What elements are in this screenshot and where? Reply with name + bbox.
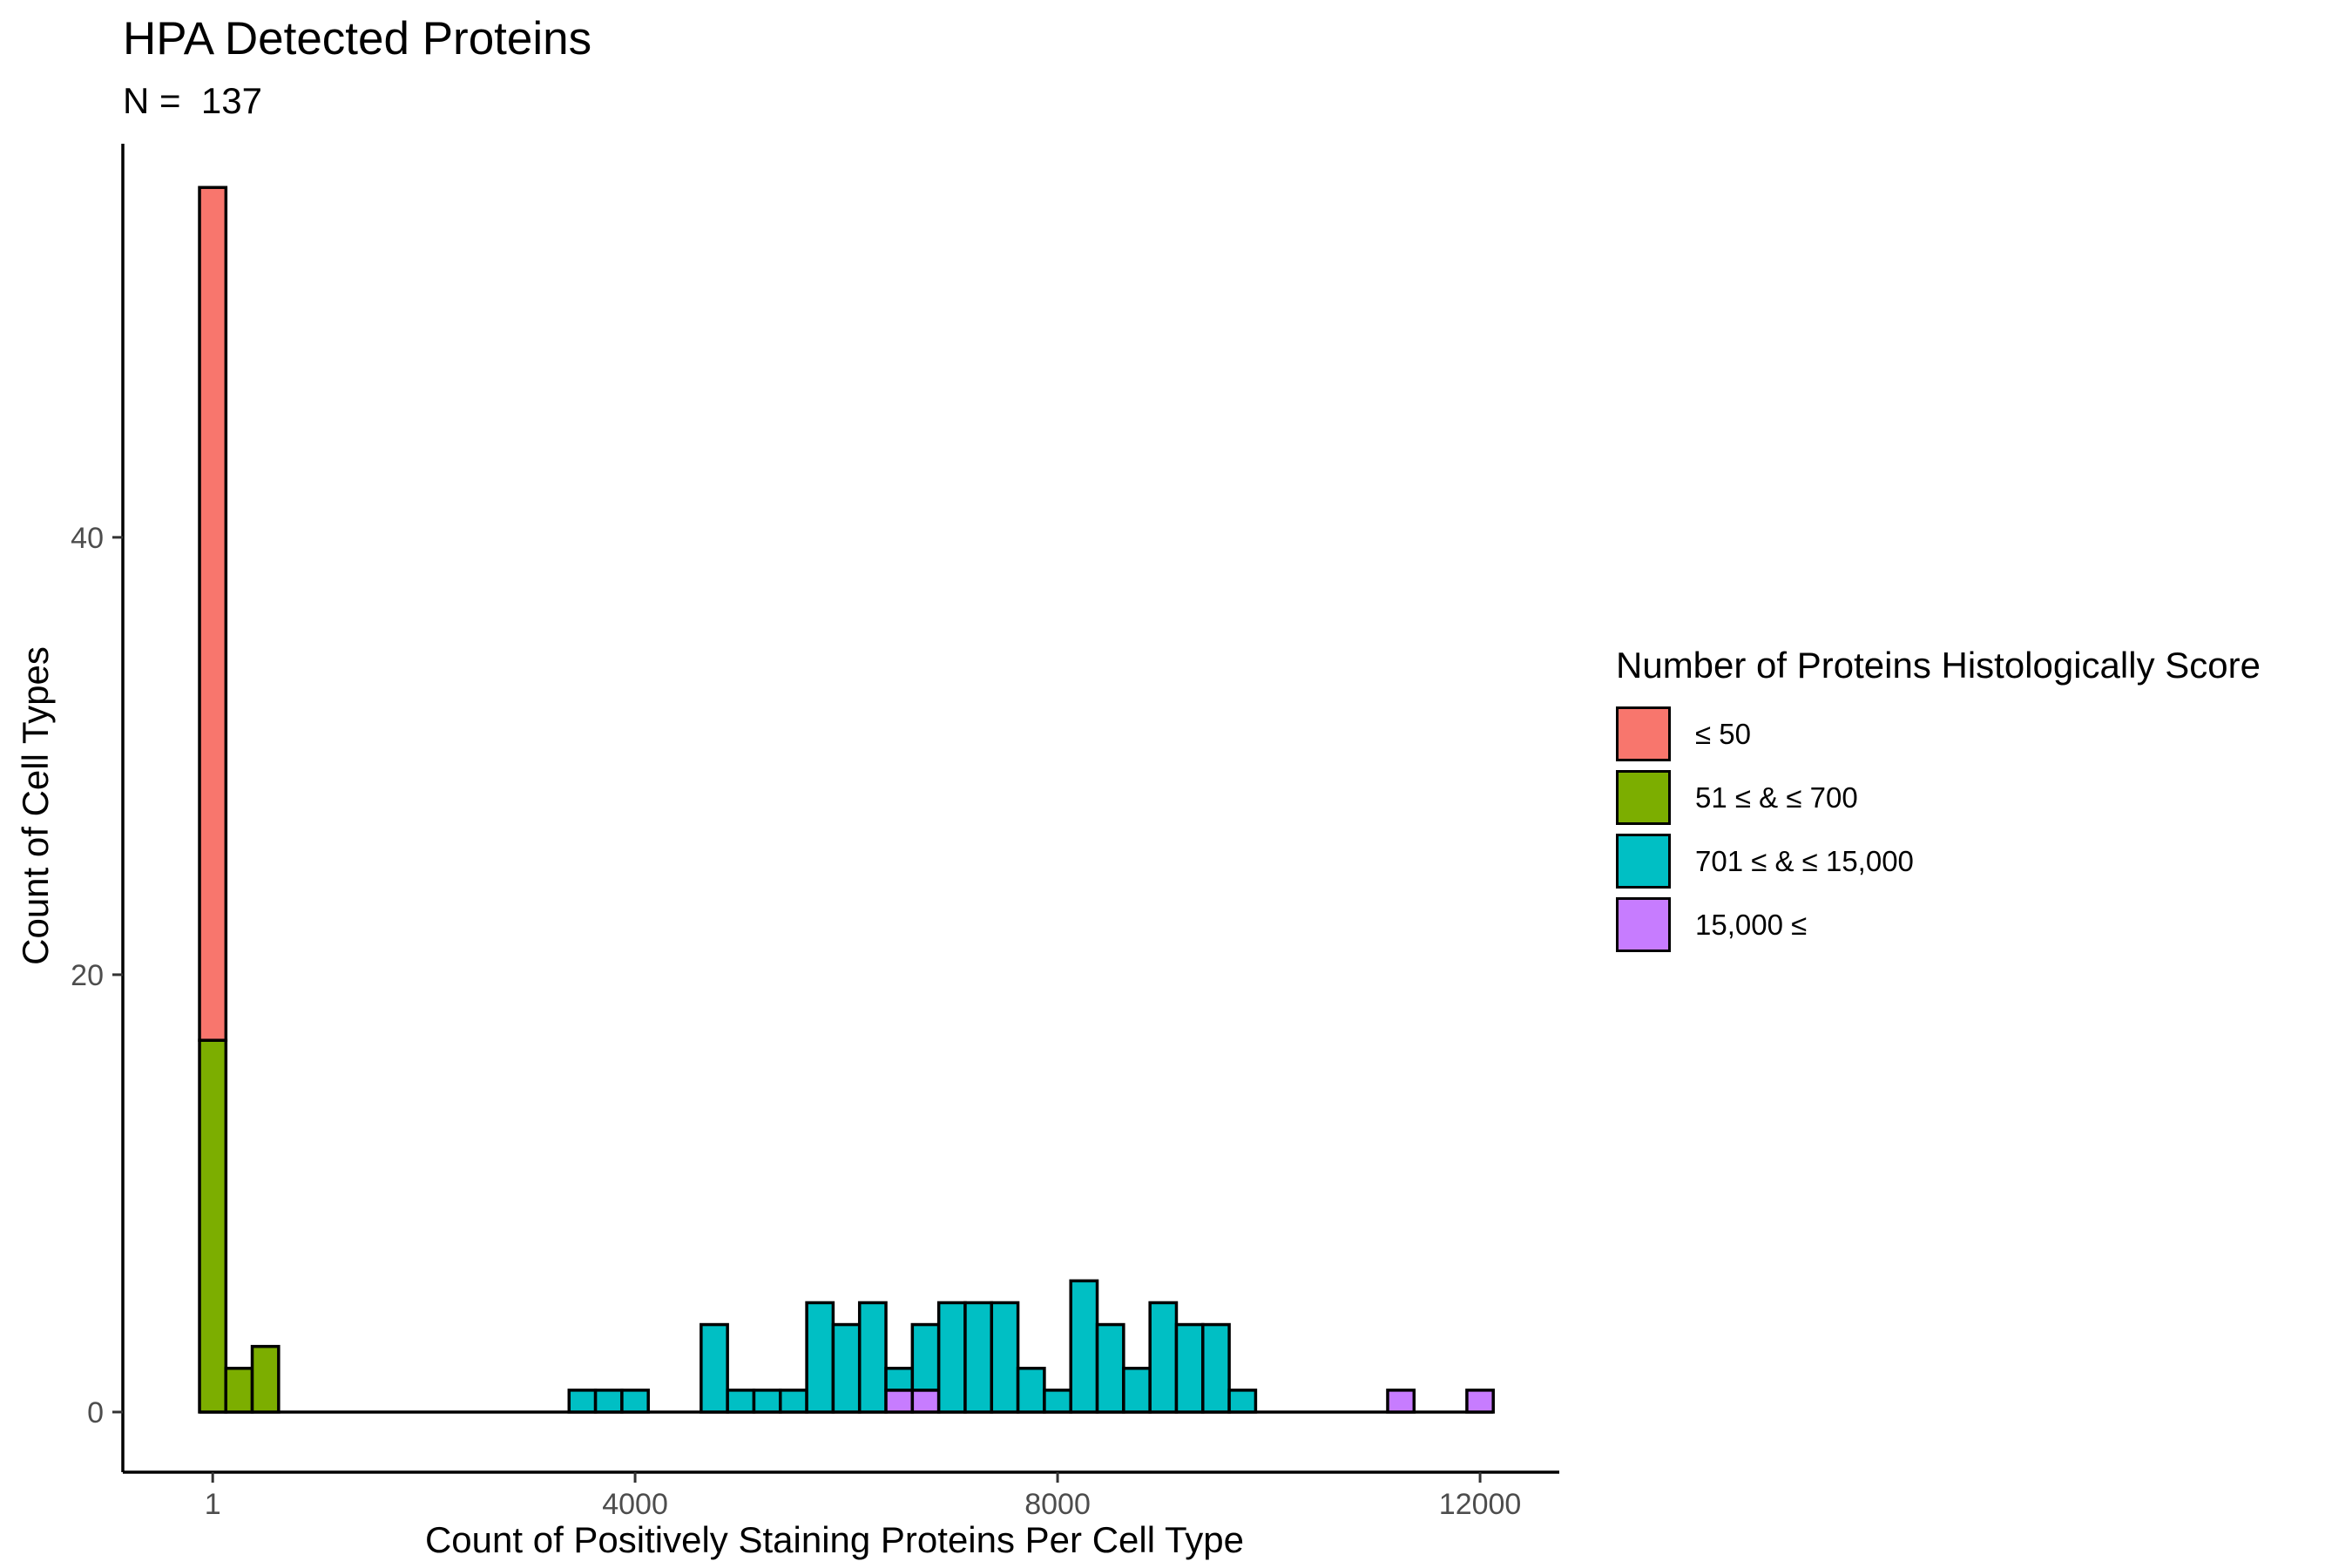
legend-label: 51 ≤ & ≤ 700 bbox=[1695, 781, 1858, 814]
x-axis-title: Count of Positively Staining Proteins Pe… bbox=[425, 1519, 1244, 1560]
x-tick-label: 1 bbox=[205, 1488, 221, 1521]
histogram-bar bbox=[1465, 1389, 1495, 1414]
histogram-bar bbox=[936, 1301, 967, 1414]
legend-label: 15,000 ≤ bbox=[1695, 908, 1808, 941]
histogram-bar bbox=[1043, 1389, 1072, 1414]
histogram-bar bbox=[1095, 1322, 1125, 1414]
histogram-bar bbox=[1122, 1367, 1152, 1414]
x-tick-label: 4000 bbox=[602, 1488, 668, 1521]
x-tick-label: 12000 bbox=[1439, 1488, 1522, 1521]
legend-label: 701 ≤ & ≤ 15,000 bbox=[1695, 844, 1914, 877]
y-tick-label: 40 bbox=[71, 522, 104, 555]
histogram-bar bbox=[910, 1322, 941, 1392]
histogram-bar bbox=[620, 1389, 650, 1414]
legend-key-swatch bbox=[1616, 706, 1671, 761]
histogram-bar bbox=[1201, 1322, 1231, 1414]
histogram-bar bbox=[726, 1389, 756, 1414]
y-tick-label: 0 bbox=[87, 1396, 104, 1429]
histogram-bar bbox=[198, 186, 228, 1042]
histogram-bar bbox=[1069, 1279, 1099, 1414]
histogram-bar bbox=[700, 1322, 729, 1414]
histogram-bar bbox=[1227, 1389, 1258, 1414]
legend: Number of Proteins Histologically Score … bbox=[1616, 645, 2261, 956]
legend-items: ≤ 50 51 ≤ & ≤ 700 701 ≤ & ≤ 15,000 15,000 ≤ bbox=[1616, 702, 2261, 956]
legend-key-swatch bbox=[1616, 834, 1671, 889]
histogram-bar bbox=[963, 1301, 994, 1414]
chart-subtitle: N = 137 bbox=[123, 80, 262, 121]
histogram-bar bbox=[831, 1322, 862, 1414]
histogram-bar bbox=[990, 1301, 1020, 1414]
legend-label: ≤ 50 bbox=[1695, 717, 1751, 750]
x-tick-label: 8000 bbox=[1024, 1488, 1091, 1521]
histogram-bar bbox=[910, 1389, 941, 1414]
legend-item: 15,000 ≤ bbox=[1616, 893, 2261, 956]
legend-item: 701 ≤ & ≤ 15,000 bbox=[1616, 829, 2261, 893]
legend-item: ≤ 50 bbox=[1616, 702, 2261, 766]
histogram-bar bbox=[1016, 1367, 1046, 1414]
histogram-bar bbox=[1174, 1322, 1205, 1414]
axes-layer: 1 4000 8000 12000 0 20 40 bbox=[71, 144, 1559, 1521]
bars-layer bbox=[198, 186, 1495, 1414]
chart-title: HPA Detected Proteins bbox=[123, 13, 592, 64]
histogram-bar bbox=[1148, 1301, 1179, 1414]
histogram-bar bbox=[1386, 1389, 1416, 1414]
y-axis-title: Count of Cell Types bbox=[15, 646, 56, 965]
histogram-bar bbox=[224, 1367, 254, 1414]
legend-title: Number of Proteins Histologically Score bbox=[1616, 645, 2261, 686]
legend-key-swatch bbox=[1616, 897, 1671, 952]
histogram-bar bbox=[779, 1389, 808, 1414]
legend-key-swatch bbox=[1616, 770, 1671, 825]
histogram-bar bbox=[567, 1389, 598, 1414]
histogram-bar bbox=[884, 1389, 915, 1414]
histogram-bar bbox=[593, 1389, 624, 1414]
histogram-bar bbox=[250, 1344, 280, 1414]
legend-item: 51 ≤ & ≤ 700 bbox=[1616, 766, 2261, 829]
histogram-bar bbox=[884, 1367, 915, 1392]
histogram-bar bbox=[857, 1301, 888, 1414]
histogram-bar bbox=[198, 1038, 228, 1414]
histogram-bar bbox=[805, 1301, 835, 1414]
histogram-bar bbox=[752, 1389, 782, 1414]
y-tick-label: 20 bbox=[71, 959, 104, 992]
